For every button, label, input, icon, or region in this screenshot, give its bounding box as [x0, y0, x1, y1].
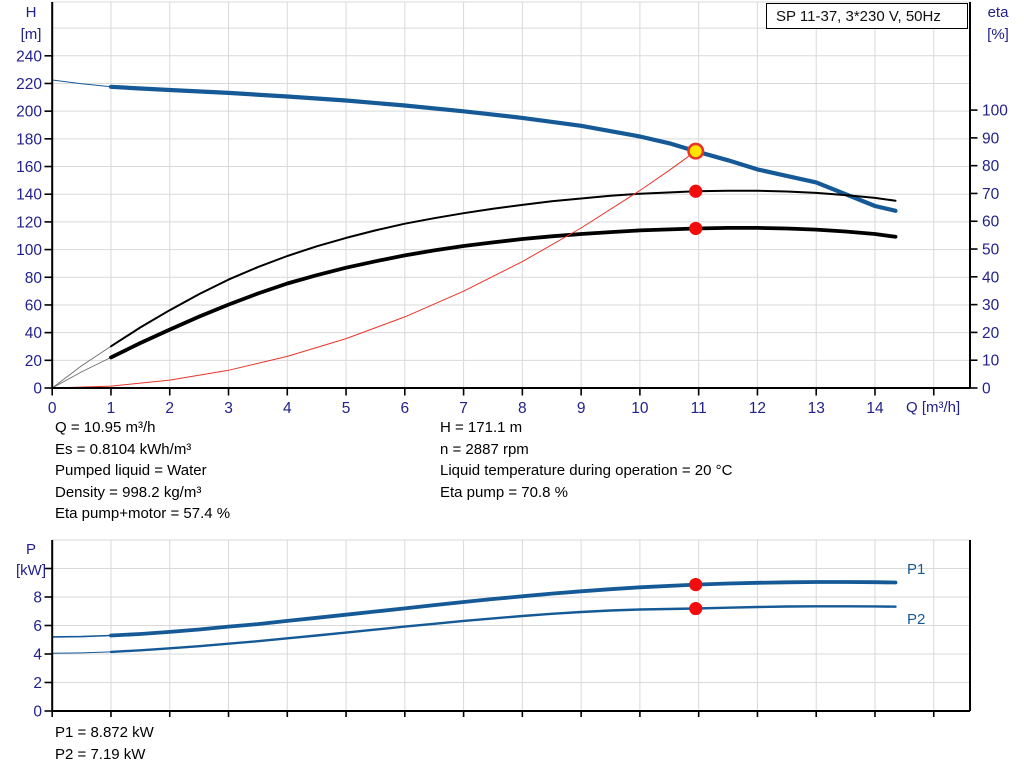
- svg-text:11: 11: [691, 400, 707, 417]
- info-liquid: Pumped liquid = Water: [55, 462, 207, 479]
- svg-text:8: 8: [33, 590, 42, 607]
- svg-text:6: 6: [33, 618, 42, 635]
- info-p2: P2 = 7.19 kW: [55, 745, 146, 763]
- svg-text:100: 100: [982, 103, 1008, 120]
- P1-curve: [109, 580, 898, 638]
- svg-text:140: 140: [16, 187, 42, 204]
- p2-marker: [689, 601, 703, 616]
- info-h: H = 171.1 m: [440, 419, 523, 436]
- svg-text:20: 20: [25, 353, 43, 370]
- svg-text:1: 1: [107, 400, 116, 417]
- svg-text:50: 50: [982, 242, 1000, 259]
- p-axis-title: P: [25, 541, 36, 558]
- svg-text:60: 60: [982, 214, 1000, 231]
- svg-text:0: 0: [33, 381, 42, 398]
- svg-text:13: 13: [808, 400, 825, 417]
- p1-marker: [689, 577, 703, 592]
- svg-text:60: 60: [25, 297, 43, 314]
- svg-text:80: 80: [25, 270, 43, 287]
- eta-axis-unit: [%]: [987, 26, 1009, 43]
- duty-info-left: Q = 10.95 m³/h Es = 0.8104 kWh/m³ Pumped…: [55, 417, 230, 525]
- h-axis-title: H: [25, 4, 37, 21]
- main-chart-axes: 0204060801001201401601802002202400102030…: [16, 2, 1008, 417]
- P1-curve-min-flow: [52, 634, 112, 638]
- p1-series-label: P1: [907, 561, 926, 578]
- svg-text:40: 40: [25, 325, 43, 342]
- main-chart-markers: [687, 142, 705, 236]
- pump-head-curve-min-flow: [52, 79, 112, 88]
- svg-text:200: 200: [16, 104, 42, 121]
- p2-series-label: P2: [907, 611, 926, 628]
- svg-text:12: 12: [749, 400, 766, 417]
- eta-pump-curve-min-flow: [51, 345, 112, 389]
- info-temperature: Liquid temperature during operation = 20…: [440, 462, 733, 479]
- pump-title: SP 11-37, 3*230 V, 50Hz: [776, 7, 941, 25]
- svg-text:6: 6: [401, 400, 410, 417]
- svg-text:180: 180: [16, 131, 42, 148]
- info-eta-pump-motor: Eta pump+motor = 57.4 %: [55, 505, 231, 522]
- P2-curve: [109, 605, 897, 654]
- pump-head-curve: [108, 84, 898, 213]
- info-es: Es = 0.8104 kWh/m³: [55, 440, 192, 458]
- svg-text:8: 8: [518, 400, 527, 417]
- svg-text:220: 220: [16, 76, 42, 93]
- pump-title-box: SP 11-37, 3*230 V, 50Hz: [766, 3, 968, 29]
- eta-pump-motor-curve: [109, 226, 898, 360]
- svg-text:2: 2: [33, 675, 42, 692]
- eta-pump-motor-curve-min-flow: [51, 356, 112, 389]
- power-chart-gridlines: [52, 539, 970, 711]
- svg-text:0: 0: [48, 400, 57, 417]
- p-axis-unit: [kW]: [16, 562, 46, 579]
- svg-text:3: 3: [224, 400, 233, 417]
- info-n: n = 2887 rpm: [440, 440, 529, 458]
- svg-text:9: 9: [577, 400, 586, 417]
- power-info: P1 = 8.872 kW P2 = 7.19 kW: [55, 722, 154, 765]
- info-density: Density = 998.2 kg/m³: [55, 483, 202, 501]
- info-eta-pump: Eta pump = 70.8 %: [440, 483, 568, 501]
- main-chart-curves: [51, 79, 898, 389]
- system-curve: [52, 150, 696, 389]
- svg-text:80: 80: [982, 158, 1000, 175]
- eta-axis-title: eta: [987, 4, 1009, 21]
- svg-text:10: 10: [631, 400, 649, 417]
- svg-text:70: 70: [982, 186, 1000, 203]
- h-axis-unit: [m]: [20, 26, 42, 43]
- svg-text:120: 120: [16, 214, 42, 231]
- eta-pump-marker: [689, 184, 703, 198]
- svg-text:30: 30: [982, 297, 1000, 314]
- svg-text:10: 10: [982, 353, 1000, 370]
- info-p1: P1 = 8.872 kW: [55, 724, 154, 741]
- svg-text:0: 0: [982, 381, 991, 398]
- eta-pump-curve: [110, 189, 897, 348]
- svg-text:240: 240: [16, 48, 42, 65]
- svg-text:0: 0: [33, 704, 42, 721]
- svg-text:5: 5: [342, 400, 351, 417]
- eta-pump-motor-marker: [689, 221, 703, 236]
- P2-curve-min-flow: [52, 651, 112, 654]
- duty-info-right: H = 171.1 m n = 2887 rpm Liquid temperat…: [440, 417, 732, 503]
- q-axis-title: Q [m³/h]: [906, 399, 961, 416]
- power-chart-markers: [689, 577, 703, 616]
- info-q: Q = 10.95 m³/h: [55, 419, 156, 436]
- svg-text:4: 4: [283, 400, 292, 417]
- svg-text:4: 4: [33, 647, 42, 664]
- svg-text:100: 100: [16, 242, 42, 259]
- svg-text:7: 7: [459, 400, 468, 417]
- svg-text:40: 40: [982, 269, 1000, 286]
- svg-text:160: 160: [16, 159, 42, 176]
- svg-text:14: 14: [866, 400, 884, 417]
- svg-text:90: 90: [982, 130, 1000, 147]
- duty-point-marker: [687, 142, 705, 160]
- power-chart-axes: 0 2 4 6 8: [33, 540, 971, 721]
- svg-text:20: 20: [982, 325, 1000, 342]
- power-chart-curves: [52, 580, 898, 654]
- svg-text:2: 2: [165, 400, 174, 417]
